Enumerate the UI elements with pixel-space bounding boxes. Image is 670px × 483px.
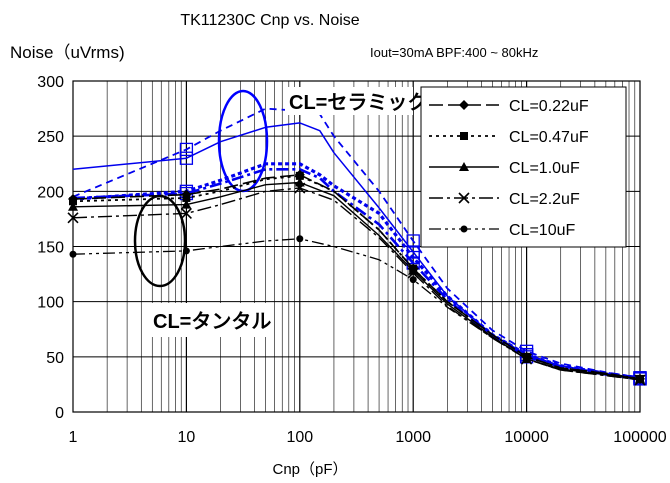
y-tick-label: 0: [55, 405, 64, 422]
chart-title: TK11230C Cnp vs. Noise: [180, 12, 359, 29]
data-point: [294, 182, 306, 194]
legend-marker: [459, 162, 469, 171]
data-point: [69, 197, 77, 206]
series-line: [72, 181, 641, 380]
data-point: [67, 212, 79, 224]
data-point: [295, 171, 304, 180]
x-tick-label: 10: [178, 429, 196, 446]
data-point: [294, 177, 305, 187]
legend-entry: CL=0.47uF: [429, 129, 589, 146]
y-axis-label: Noise（uVrms): [10, 43, 125, 62]
y-tick-label: 50: [46, 350, 64, 367]
data-point: [69, 250, 77, 258]
legend-label: CL=1.0uF: [509, 160, 580, 177]
annotation-ceramic: CL=セラミック: [285, 87, 427, 115]
legend-marker: [460, 132, 468, 140]
series-line: [72, 162, 641, 380]
legend-entry: CL=2.2uF: [429, 191, 580, 208]
data-point: [636, 376, 644, 384]
y-tick-label: 100: [37, 295, 64, 312]
legend-label: CL=10uF: [509, 222, 575, 239]
x-tick-label: 1: [69, 429, 78, 446]
x-tick-label: 10000: [504, 429, 549, 446]
x-tick-label: 100000: [613, 429, 666, 446]
data-point: [182, 247, 190, 255]
series-line: [72, 187, 641, 381]
series-7: [72, 107, 647, 385]
y-tick-label: 200: [37, 184, 64, 201]
data-point: [406, 234, 420, 248]
legend-marker: [458, 192, 470, 204]
y-tick-label: 250: [37, 129, 64, 146]
legend-label: CL=0.47uF: [509, 129, 589, 146]
series-5: [69, 235, 644, 384]
series-line: [72, 238, 641, 381]
legend: CL=0.22uF CL=0.47uF CL=1.0uF CL=2.2uF CL=10u…: [420, 86, 627, 248]
legend-entry: CL=10uF: [429, 222, 575, 239]
y-tick-label: 150: [37, 240, 64, 257]
data-point: [179, 142, 194, 157]
series-line: [72, 175, 641, 380]
y-tick-label: 300: [37, 74, 64, 91]
legend-marker: [459, 100, 469, 110]
data-point: [182, 193, 191, 202]
legend-label: CL=2.2uF: [509, 191, 580, 208]
data-point: [181, 199, 192, 209]
data-point: [408, 265, 419, 275]
annotation-ceramic-text: CL=セラミック: [289, 91, 427, 114]
annotation-tantalum-text: CL=タンタル: [153, 310, 271, 333]
series-line: [72, 168, 641, 381]
legend-entry: CL=1.0uF: [429, 160, 580, 177]
data-point: [409, 276, 417, 284]
data-point: [179, 151, 194, 165]
legend-marker: [460, 225, 468, 233]
x-tick-label: 100: [286, 429, 313, 446]
axis-ticks: 0 50 100 150 200 250 300 1 10 100 1000 10000 100000: [37, 74, 667, 446]
x-axis-label: Cnp（pF）: [272, 461, 347, 478]
data-point: [180, 207, 192, 219]
chart-subtitle: Iout=30mA BPF:400 ~ 80kHz: [370, 45, 538, 60]
data-point: [68, 201, 78, 211]
x-tick-label: 1000: [395, 429, 431, 446]
data-point: [407, 267, 419, 279]
series-layer: [67, 107, 647, 386]
series-line: [72, 107, 641, 379]
data-point: [523, 355, 531, 363]
legend-label: CL=0.22uF: [509, 98, 589, 115]
legend-entry: CL=0.22uF: [429, 98, 589, 115]
annotation-tantalum: CL=タンタル: [149, 303, 272, 337]
data-point: [296, 235, 304, 243]
